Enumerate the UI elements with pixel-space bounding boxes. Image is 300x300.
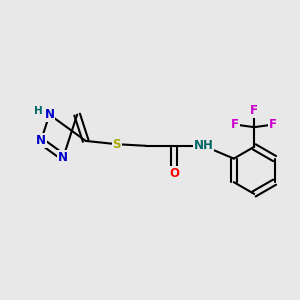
Text: O: O bbox=[169, 167, 179, 180]
Text: F: F bbox=[231, 118, 239, 131]
Text: F: F bbox=[269, 118, 277, 131]
Text: NH: NH bbox=[194, 139, 213, 152]
Text: F: F bbox=[250, 104, 258, 117]
Text: N: N bbox=[44, 108, 55, 121]
Text: H: H bbox=[34, 106, 42, 116]
Text: N: N bbox=[58, 151, 68, 164]
Text: S: S bbox=[112, 138, 121, 151]
Text: N: N bbox=[36, 134, 46, 147]
